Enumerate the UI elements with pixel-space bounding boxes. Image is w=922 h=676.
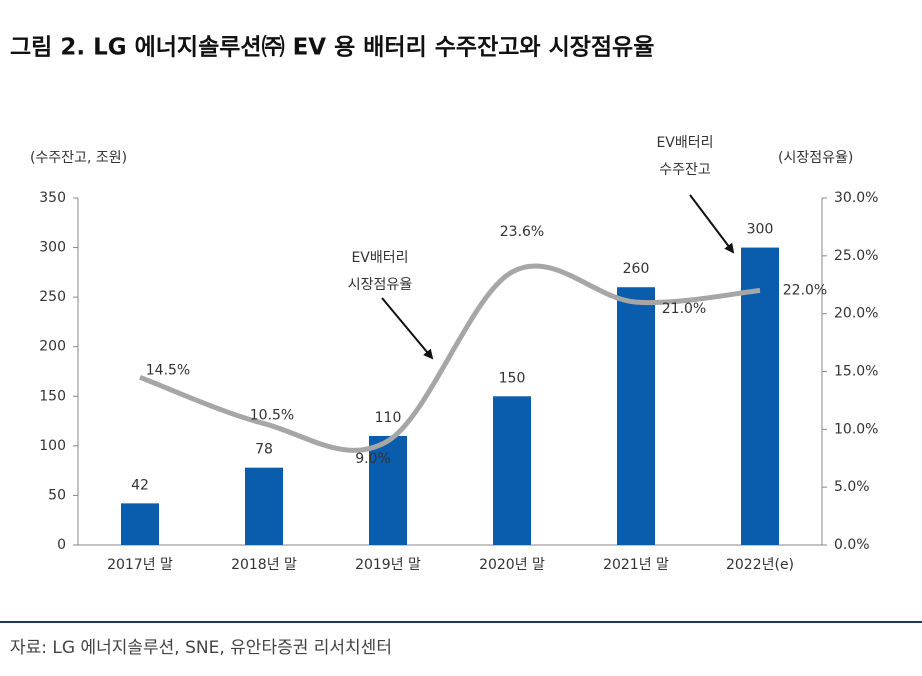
y-tick-label: 350 xyxy=(39,190,66,206)
y-tick-label: 50 xyxy=(48,487,66,503)
x-tick-label: 2021년 말 xyxy=(603,557,669,573)
bar xyxy=(741,247,779,546)
line xyxy=(139,263,761,453)
y2-tick-label: 30.0% xyxy=(834,190,878,206)
x-tick-label: 2022년(e) xyxy=(726,557,794,573)
y-tick-label: 0 xyxy=(57,537,66,553)
annotation: 수주잔고 xyxy=(659,162,711,178)
y-axis-label: (수주잔고, 조원) xyxy=(30,150,127,166)
y-tick-label: 100 xyxy=(39,438,66,454)
bar-value-label: 42 xyxy=(131,477,149,493)
annotation: 시장점유율 xyxy=(348,277,413,293)
y2-tick-label: 0.0% xyxy=(834,537,870,553)
y-tick-label: 250 xyxy=(39,289,66,305)
arrow xyxy=(689,194,735,254)
y-tick-label: 200 xyxy=(39,339,66,355)
annotation: EV배터리 xyxy=(351,250,408,266)
bar xyxy=(369,435,407,545)
title: 그림 2. LG 에너지솔루션㈜ EV 용 배터리 수주잔고와 시장점유율 xyxy=(10,35,654,61)
bar-value-label: 260 xyxy=(623,261,650,277)
y-tick-label: 300 xyxy=(39,240,66,256)
bar-value-label: 300 xyxy=(747,222,774,238)
bar-value-label: 78 xyxy=(255,442,273,458)
line-value-label: 9.0% xyxy=(355,451,391,467)
line-value-label: 14.5% xyxy=(146,362,190,378)
x-tick-label: 2020년 말 xyxy=(479,557,545,573)
y2-tick-label: 20.0% xyxy=(834,306,878,322)
bar-value-label: 110 xyxy=(375,410,402,426)
y-tick-label: 150 xyxy=(39,388,66,404)
bar xyxy=(493,396,531,545)
bar-value-label: 150 xyxy=(499,370,526,386)
bar xyxy=(121,503,159,545)
line-value-label: 10.5% xyxy=(250,408,294,424)
x-tick-label: 2017년 말 xyxy=(107,557,173,573)
arrow xyxy=(381,297,434,360)
bar xyxy=(617,287,655,545)
source: 자료: LG 에너지솔루션, SNE, 유안타증권 리서치센터 xyxy=(10,638,392,658)
bar xyxy=(245,467,283,545)
y2-axis-label: (시장점유율) xyxy=(778,150,853,166)
line-value-label: 23.6% xyxy=(500,224,544,240)
annotation: EV배터리 xyxy=(656,135,713,151)
x-tick-label: 2018년 말 xyxy=(231,557,297,573)
line-value-label: 21.0% xyxy=(662,301,706,317)
y2-tick-label: 15.0% xyxy=(834,364,878,380)
y2-tick-label: 25.0% xyxy=(834,248,878,264)
line-value-label: 22.0% xyxy=(783,283,827,299)
y2-tick-label: 10.0% xyxy=(834,421,878,437)
x-tick-label: 2019년 말 xyxy=(355,557,421,573)
y2-tick-label: 5.0% xyxy=(834,479,870,495)
